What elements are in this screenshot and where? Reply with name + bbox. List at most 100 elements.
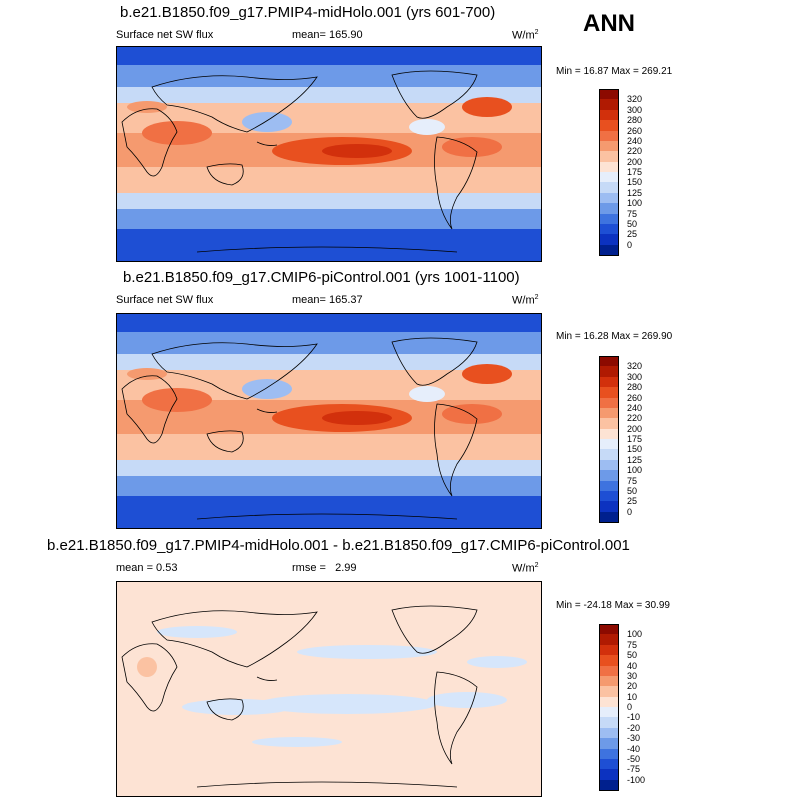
colorbar-label: -100 xyxy=(627,774,646,785)
panel3-units: W/m2 xyxy=(512,562,539,575)
colorbar-label: 300 xyxy=(627,371,643,382)
colorbar-swatch xyxy=(599,758,619,770)
panel1-map-svg xyxy=(117,47,541,261)
colorbar-label: 320 xyxy=(627,361,643,372)
colorbar-swatch xyxy=(599,428,619,440)
colorbar-label: 240 xyxy=(627,135,643,146)
colorbar-label: 150 xyxy=(627,444,643,455)
colorbar-swatch xyxy=(599,244,619,256)
colorbar-label: 150 xyxy=(627,177,643,188)
colorbar-label: 40 xyxy=(627,660,638,671)
colorbar-swatch xyxy=(599,459,619,471)
colorbar-label: 0 xyxy=(627,702,633,712)
colorbar-swatch xyxy=(599,234,619,246)
colorbar-swatch xyxy=(599,172,619,183)
panel2-map-svg xyxy=(117,314,541,528)
colorbar-swatch xyxy=(599,161,619,173)
colorbar-label: -10 xyxy=(627,712,641,723)
colorbar-label: 220 xyxy=(627,146,643,157)
colorbar-swatch xyxy=(599,501,619,513)
colorbar-swatch xyxy=(599,223,619,235)
panel2-units: W/m2 xyxy=(512,294,539,307)
colorbar-swatch xyxy=(599,769,619,781)
colorbar-swatch xyxy=(599,707,619,718)
colorbar-label: 280 xyxy=(627,382,643,393)
colorbar-swatch xyxy=(599,387,619,398)
panel3-colorbar: 100 75 50 40 30 20 10 0 -10 -20 -30 -40 -50 -75 -100 xyxy=(599,624,645,791)
colorbar-swatch xyxy=(599,665,619,677)
colorbar-swatch xyxy=(599,366,619,378)
colorbar-swatch xyxy=(599,109,619,121)
colorbar-label: -30 xyxy=(627,733,641,744)
colorbar-swatch xyxy=(599,634,619,646)
colorbar-label: 20 xyxy=(627,681,638,692)
colorbar-label: -75 xyxy=(627,764,641,775)
colorbar-swatch xyxy=(599,675,619,687)
colorbar-label: 100 xyxy=(627,629,643,640)
colorbar-swatch xyxy=(599,99,619,111)
colorbar-label: 75 xyxy=(627,475,638,486)
colorbar-label: 25 xyxy=(627,496,638,507)
colorbar-swatch xyxy=(599,511,619,523)
colorbar-swatch xyxy=(599,696,619,708)
colorbar-label: 75 xyxy=(627,639,638,650)
colorbar-swatch xyxy=(599,397,619,409)
panel1-minmax: Min = 16.87 Max = 269.21 xyxy=(556,66,673,77)
panel2-field-label: Surface net SW flux xyxy=(116,294,214,306)
colorbar-swatch xyxy=(599,738,619,749)
colorbar-label: 240 xyxy=(627,402,643,413)
colorbar-swatch xyxy=(599,203,619,214)
colorbar-label: 0 xyxy=(627,239,633,250)
panel2-title: b.e21.B1850.f09_g17.CMIP6-piControl.001 … xyxy=(123,269,520,286)
colorbar-swatch xyxy=(599,130,619,142)
panel3-minmax: Min = -24.18 Max = 30.99 xyxy=(556,600,670,611)
colorbar-label: 100 xyxy=(627,198,643,209)
colorbar-label: 220 xyxy=(627,413,643,424)
colorbar-swatch xyxy=(599,213,619,225)
colorbar-label: 280 xyxy=(627,115,643,126)
colorbar-swatch xyxy=(599,624,619,635)
panel1-units: W/m2 xyxy=(512,29,539,42)
colorbar-label: 50 xyxy=(627,218,638,229)
panel1-title: b.e21.B1850.f09_g17.PMIP4-midHolo.001 (y… xyxy=(120,4,496,21)
colorbar-swatch xyxy=(599,727,619,739)
colorbar-label: 100 xyxy=(627,465,643,476)
panel2-minmax: Min = 16.28 Max = 269.90 xyxy=(556,331,673,342)
colorbar-swatch xyxy=(599,376,619,388)
colorbar-label: 25 xyxy=(627,229,638,240)
colorbar-swatch xyxy=(599,449,619,461)
colorbar-swatch xyxy=(599,89,619,100)
colorbar-label: 200 xyxy=(627,156,643,167)
colorbar-label: 75 xyxy=(627,208,638,219)
panel3-mean: mean = 0.53 xyxy=(116,562,178,574)
colorbar-label: 300 xyxy=(627,104,643,115)
colorbar-label: -40 xyxy=(627,743,641,754)
colorbar-swatch xyxy=(599,120,619,131)
colorbar-label: 30 xyxy=(627,670,638,681)
panel3-map xyxy=(116,581,542,797)
colorbar-label: 125 xyxy=(627,454,643,465)
colorbar-swatch xyxy=(599,490,619,502)
colorbar-label: 175 xyxy=(627,434,643,444)
colorbar-label: 200 xyxy=(627,423,643,434)
colorbar-swatch xyxy=(599,655,619,666)
panel2-mean: mean= 165.37 xyxy=(292,294,363,306)
colorbar-label: -20 xyxy=(627,722,641,733)
colorbar-swatch xyxy=(599,717,619,729)
colorbar-swatch xyxy=(599,644,619,656)
panel1-map xyxy=(116,46,542,262)
colorbar-swatch xyxy=(599,686,619,698)
colorbar-label: 175 xyxy=(627,167,643,177)
colorbar-swatch xyxy=(599,407,619,419)
panel2-map xyxy=(116,313,542,529)
colorbar-label: 260 xyxy=(627,392,643,403)
colorbar-swatch xyxy=(599,480,619,492)
colorbar-swatch xyxy=(599,151,619,163)
colorbar-label: -50 xyxy=(627,753,641,764)
colorbar-swatch xyxy=(599,140,619,152)
colorbar-label: 0 xyxy=(627,506,633,517)
panel3-title: b.e21.B1850.f09_g17.PMIP4-midHolo.001 - … xyxy=(47,537,630,554)
colorbar-swatch xyxy=(599,439,619,450)
panel3-map-svg xyxy=(117,582,541,796)
colorbar-label: 50 xyxy=(627,485,638,496)
